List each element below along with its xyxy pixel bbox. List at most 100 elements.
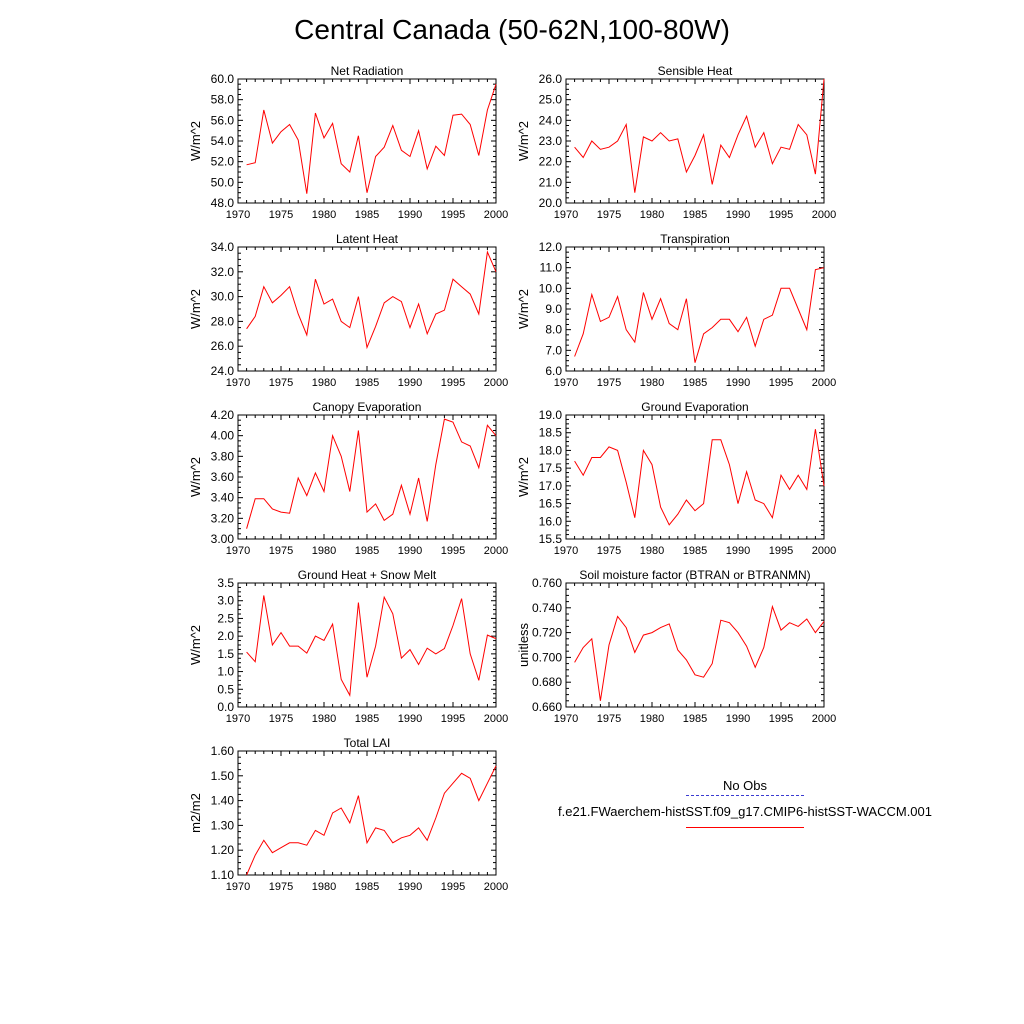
y-tick-label: 6.0 (545, 364, 562, 378)
series-line (246, 595, 497, 697)
x-tick-label: 1995 (769, 545, 793, 557)
y-tick-label: 3.5 (217, 576, 234, 590)
y-tick-label: 30.0 (211, 290, 235, 304)
y-tick-label: 32.0 (211, 265, 235, 279)
x-tick-label: 1970 (226, 545, 250, 557)
y-tick-label: 25.0 (539, 93, 563, 107)
y-tick-label: 1.40 (211, 794, 235, 808)
x-tick-label: 1995 (769, 209, 793, 221)
y-tick-label: 3.0 (217, 594, 234, 608)
x-tick-label: 1970 (554, 713, 578, 725)
x-tick-label: 1975 (269, 713, 293, 725)
legend-model-line (686, 827, 804, 828)
x-tick-label: 2000 (812, 377, 836, 389)
x-tick-label: 2000 (484, 377, 508, 389)
x-tick-label: 1975 (269, 377, 293, 389)
x-tick-label: 2000 (484, 545, 508, 557)
x-tick-label: 1980 (312, 209, 336, 221)
y-axis-label: W/m^2 (188, 625, 203, 665)
y-tick-label: 60.0 (211, 72, 235, 86)
plot-frame (237, 414, 497, 540)
y-tick-label: 1.10 (211, 868, 235, 882)
series-line (574, 429, 825, 526)
y-tick-label: 4.00 (211, 429, 235, 443)
y-tick-label: 48.0 (211, 196, 235, 210)
x-tick-label: 1990 (398, 209, 422, 221)
y-tick-label: 0.660 (532, 700, 562, 714)
x-tick-label: 1995 (441, 209, 465, 221)
plot-frame (237, 246, 497, 372)
plot-frame (565, 78, 825, 204)
legend: No Obs f.e21.FWaerchem-histSST.f09_g17.C… (520, 778, 970, 828)
series-line (246, 250, 497, 350)
legend-model-label: f.e21.FWaerchem-histSST.f09_g17.CMIP6-hi… (558, 804, 932, 819)
x-tick-label: 1975 (269, 545, 293, 557)
x-tick-label: 1985 (355, 713, 379, 725)
x-tick-label: 1970 (554, 377, 578, 389)
chart-panel-2: Sensible Heat W/m^2 1970 1975 1980 1985 1990 19… (516, 64, 836, 221)
y-axis-label: unitless (516, 622, 531, 667)
y-tick-label: 17.0 (539, 479, 563, 493)
y-tick-label: 19.0 (539, 408, 563, 422)
chart-title: Ground Evaporation (641, 400, 748, 414)
plot-frame (237, 750, 497, 876)
series-line (574, 78, 825, 193)
x-tick-label: 1990 (726, 713, 750, 725)
y-tick-label: 3.40 (211, 491, 235, 505)
y-tick-label: 1.60 (211, 744, 235, 758)
y-tick-label: 22.0 (539, 155, 563, 169)
y-tick-label: 23.0 (539, 134, 563, 148)
plot-frame (565, 246, 825, 372)
x-tick-label: 1985 (683, 377, 707, 389)
y-tick-label: 34.0 (211, 240, 235, 254)
y-tick-label: 4.20 (211, 408, 235, 422)
y-tick-label: 18.0 (539, 443, 563, 457)
x-tick-label: 1970 (226, 713, 250, 725)
x-tick-label: 1995 (769, 377, 793, 389)
chart-panel-5: Canopy Evaporation W/m^2 1970 1975 1980 1985 1… (188, 400, 508, 557)
y-tick-label: 3.20 (211, 511, 235, 525)
y-tick-label: 16.5 (539, 497, 563, 511)
x-tick-label: 1995 (441, 881, 465, 893)
y-tick-label: 50.0 (211, 175, 235, 189)
y-tick-label: 0.680 (532, 675, 562, 689)
y-axis-label: m2/m2 (188, 793, 203, 833)
x-tick-label: 1990 (726, 377, 750, 389)
chart-panel-8: Soil moisture factor (BTRAN or BTRANMN) u… (516, 568, 836, 725)
y-tick-label: 3.80 (211, 449, 235, 463)
chart-title: Sensible Heat (658, 64, 733, 78)
x-tick-label: 1980 (312, 713, 336, 725)
series-line (246, 84, 497, 194)
y-tick-label: 1.20 (211, 843, 235, 857)
y-tick-label: 2.0 (217, 629, 234, 643)
y-axis-label: W/m^2 (516, 289, 531, 329)
y-tick-label: 26.0 (539, 72, 563, 86)
x-tick-label: 1985 (355, 545, 379, 557)
x-tick-label: 1970 (226, 209, 250, 221)
x-tick-label: 1995 (441, 377, 465, 389)
x-tick-label: 1980 (312, 377, 336, 389)
x-tick-label: 1990 (398, 545, 422, 557)
y-tick-label: 24.0 (539, 113, 563, 127)
chart-title: Ground Heat + Snow Melt (298, 568, 437, 582)
x-tick-label: 1970 (226, 881, 250, 893)
x-tick-label: 2000 (484, 209, 508, 221)
x-tick-label: 1970 (554, 209, 578, 221)
y-tick-label: 1.5 (217, 647, 234, 661)
y-tick-label: 0.5 (217, 682, 234, 696)
x-tick-label: 1975 (597, 377, 621, 389)
x-tick-label: 1985 (355, 881, 379, 893)
y-tick-label: 7.0 (545, 343, 562, 357)
x-tick-label: 1985 (355, 377, 379, 389)
x-tick-label: 1980 (312, 545, 336, 557)
y-tick-label: 1.30 (211, 818, 235, 832)
x-tick-label: 1980 (640, 545, 664, 557)
y-tick-label: 0.760 (532, 576, 562, 590)
y-tick-label: 15.5 (539, 532, 563, 546)
chart-panel-4: Transpiration W/m^2 1970 1975 1980 1985 1990 19… (516, 232, 836, 389)
x-tick-label: 1995 (441, 713, 465, 725)
x-tick-label: 2000 (812, 545, 836, 557)
y-tick-label: 21.0 (539, 175, 563, 189)
x-tick-label: 1980 (640, 209, 664, 221)
